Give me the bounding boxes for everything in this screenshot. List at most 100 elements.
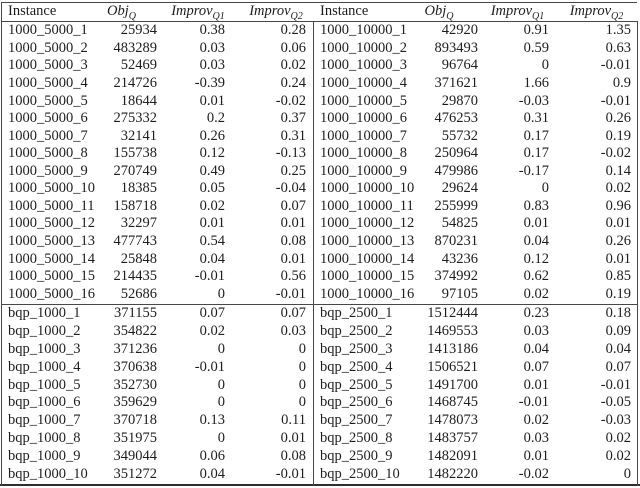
obj-value-cell: 29624 (441, 180, 478, 197)
instance-cell: 1000_5000_16 (8, 285, 95, 302)
header-underline (1, 21, 637, 22)
improv-q1-cell: 0.01 (523, 215, 549, 232)
obj-value-cell: 351272 (113, 465, 158, 482)
improv-q1-cell: 0.01 (199, 215, 225, 232)
improv-q2-cell: 0.56 (280, 268, 306, 285)
improv-q1-cell: 0.13 (199, 412, 225, 429)
improv-q1-cell: 0.38 (199, 22, 225, 39)
obj-value-cell: 479986 (434, 162, 479, 179)
table-right-border (637, 21, 638, 486)
instance-group-bqp-2500: bqp_2500_1 1512444 0.23 0.18 bqp_2500_2 14695… (314, 305, 637, 483)
obj-value-cell: 1482091 (427, 447, 478, 464)
instance-group-bqp-1000: bqp_1000_1 371155 0.07 0.07 bqp_1000_2 354822… (2, 305, 313, 483)
improv-q2-cell: -0.03 (600, 412, 631, 429)
improv-q1-cell: 0 (541, 57, 549, 74)
improv-q1-cell: 0.01 (199, 92, 225, 109)
instance-cell: 1000_5000_9 (8, 162, 88, 179)
obj-value-cell: 18644 (120, 92, 157, 109)
instance-cell: 1000_5000_12 (8, 215, 95, 232)
table-row: 1000_10000_2 893493 0.59 0.63 (314, 40, 637, 58)
improv-q1-cell: 0 (541, 180, 549, 197)
improv-q1-cell: 0.02 (523, 285, 549, 302)
instance-cell: bqp_2500_1 (320, 305, 393, 322)
column-header-improv-q2: ImprovQ2 (235, 3, 317, 21)
obj-value-cell: 270749 (113, 162, 158, 179)
improv-q1-cell: 0.12 (199, 145, 225, 162)
improv-q2-cell: -0.02 (275, 92, 306, 109)
column-header-improv-q1: ImprovQ1 (164, 3, 232, 21)
instance-cell: bqp_2500_7 (320, 412, 393, 429)
instance-cell: bqp_2500_5 (320, 376, 393, 393)
obj-value-cell: 1468745 (427, 394, 478, 411)
obj-value-cell: 1491700 (427, 376, 478, 393)
table-row: 1000_10000_1 42920 0.91 1.35 (314, 22, 637, 40)
table-row: 1000_10000_14 43236 0.12 0.01 (314, 250, 637, 268)
instance-cell: 1000_10000_4 (320, 74, 407, 91)
improv-q1-cell: -0.02 (518, 465, 549, 482)
table-row: 1000_5000_10 18385 0.05 -0.04 (2, 180, 313, 198)
obj-value-cell: 155738 (113, 145, 158, 162)
obj-value-cell: 214726 (113, 74, 158, 91)
column-header-label: Improv (569, 3, 612, 19)
table-row: bqp_1000_2 354822 0.02 0.03 (2, 323, 313, 341)
improv-q2-cell: 0.01 (605, 215, 631, 232)
instance-cell: bqp_2500_3 (320, 340, 393, 357)
improv-q2-cell: 0 (298, 394, 306, 411)
improv-q1-cell: 0.05 (199, 180, 225, 197)
improv-q2-cell: 1.35 (605, 22, 631, 39)
improv-q2-cell: 0.9 (612, 74, 631, 91)
improv-q1-cell: 0.31 (523, 110, 549, 127)
table-row: 1000_10000_9 479986 -0.17 0.14 (314, 163, 637, 181)
obj-value-cell: 52469 (120, 57, 157, 74)
instance-cell: 1000_5000_13 (8, 233, 95, 250)
obj-value-cell: 158718 (113, 197, 158, 214)
obj-value-cell: 370638 (113, 358, 158, 375)
obj-value-cell: 275332 (113, 110, 158, 127)
obj-value-cell: 1482220 (427, 465, 478, 482)
improv-q2-cell: 0.26 (605, 110, 631, 127)
table-row: 1000_5000_5 18644 0.01 -0.02 (2, 92, 313, 110)
instance-cell: 1000_5000_15 (8, 268, 95, 285)
table-row: 1000_10000_5 29870 -0.03 -0.01 (314, 92, 637, 110)
table-row: bqp_2500_4 1506521 0.07 0.07 (314, 358, 637, 376)
table-row: bqp_2500_6 1468745 -0.01 -0.05 (314, 394, 637, 412)
improv-q1-cell: 0.02 (199, 323, 225, 340)
obj-value-cell: 476253 (434, 110, 479, 127)
instance-cell: bqp_2500_2 (320, 323, 393, 340)
obj-value-cell: 42920 (441, 22, 478, 39)
improv-q2-cell: -0.01 (275, 465, 306, 482)
column-header-subscript: Q1 (532, 10, 545, 22)
instance-cell: 1000_10000_5 (320, 92, 407, 109)
instance-cell: 1000_5000_14 (8, 250, 95, 267)
improv-q2-cell: 0.02 (605, 447, 631, 464)
obj-value-cell: 351975 (113, 429, 158, 446)
instance-cell: bqp_1000_5 (8, 376, 81, 393)
improv-q2-cell: 0.19 (605, 127, 631, 144)
improv-q1-cell: 0.03 (523, 429, 549, 446)
obj-value-cell: 893493 (434, 39, 479, 56)
instance-cell: bqp_2500_8 (320, 429, 393, 446)
improv-q1-cell: 0.2 (206, 110, 225, 127)
instance-cell: 1000_10000_3 (320, 57, 407, 74)
table-left-border (1, 2, 2, 486)
header-row: Instance ObjQ ImprovQ1 ImprovQ2 (2, 2, 313, 21)
improv-q2-cell: 0.08 (280, 233, 306, 250)
instance-cell: bqp_2500_4 (320, 358, 393, 375)
improv-q2-cell: -0.02 (600, 145, 631, 162)
column-header-label: Instance (8, 3, 57, 19)
improv-q2-cell: 0.03 (280, 323, 306, 340)
improv-q1-cell: 0 (217, 394, 225, 411)
improv-q1-cell: 0.07 (199, 305, 225, 322)
obj-value-cell: 371621 (434, 74, 479, 91)
improv-q1-cell: 0.54 (199, 233, 225, 250)
table-row: 1000_10000_15 374992 0.62 0.85 (314, 268, 637, 286)
improv-q2-cell: 0 (623, 465, 631, 482)
column-header-label: Obj (424, 3, 447, 19)
improv-q2-cell: 0.08 (280, 447, 306, 464)
column-header-subscript: Q (446, 10, 454, 22)
obj-value-cell: 1469553 (427, 323, 478, 340)
table-row: bqp_1000_1 371155 0.07 0.07 (2, 305, 313, 323)
obj-value-cell: 32297 (120, 215, 157, 232)
table-row: 1000_5000_14 25848 0.04 0.01 (2, 250, 313, 268)
